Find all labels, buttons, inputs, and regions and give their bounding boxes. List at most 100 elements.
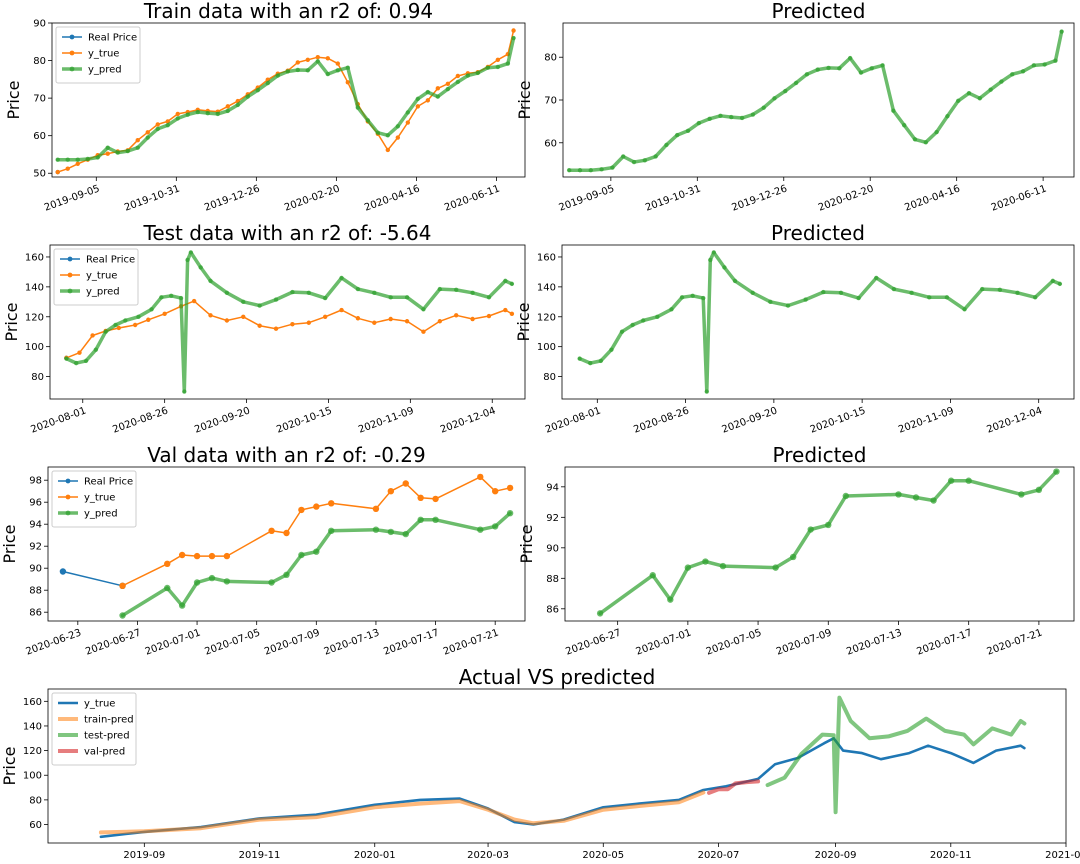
x-tick-label: 2021-01 — [1045, 850, 1080, 861]
legend-marker — [65, 494, 71, 500]
data-point — [465, 73, 471, 78]
data-point — [395, 124, 401, 129]
data-point — [290, 289, 295, 295]
series-group — [596, 468, 1060, 617]
series-group — [59, 473, 514, 619]
x-tick-label: 2020-09 — [815, 850, 857, 861]
x-tick-label: 2019-11 — [239, 850, 281, 861]
data-point — [77, 350, 82, 355]
data-point — [702, 558, 709, 565]
data-point — [265, 80, 270, 86]
data-point — [185, 112, 190, 117]
x-tick-label: 2019-10-31 — [123, 183, 181, 213]
data-point — [159, 295, 164, 300]
data-point — [205, 110, 210, 116]
legend-label: y_pred — [86, 287, 120, 298]
data-point — [339, 275, 344, 281]
series-line — [98, 790, 706, 835]
data-point — [491, 488, 499, 495]
data-point — [105, 151, 110, 156]
data-point — [193, 552, 201, 560]
data-point — [387, 488, 395, 495]
legend: Real Price y_true y_pred — [51, 470, 137, 528]
data-point — [223, 552, 231, 560]
legend-label: val-pred — [84, 747, 125, 758]
data-point — [155, 126, 160, 132]
data-point — [90, 333, 95, 338]
x-tick-label: 2020-11 — [930, 850, 972, 861]
data-point — [619, 329, 625, 334]
data-point — [388, 295, 393, 300]
legend-label: y_true — [84, 493, 115, 504]
data-point — [65, 157, 70, 162]
data-point — [283, 571, 290, 578]
y-tick-label: 60 — [544, 138, 557, 149]
data-point — [577, 167, 583, 173]
data-point — [402, 530, 409, 538]
data-point — [75, 161, 80, 167]
legend: Real Price y_true y_pred — [53, 248, 139, 306]
data-point — [1057, 281, 1063, 287]
data-point — [339, 307, 344, 313]
data-point — [947, 477, 955, 484]
y-tick-label: 100 — [537, 342, 556, 353]
data-point — [1020, 69, 1026, 74]
data-point — [208, 574, 216, 582]
data-point — [345, 65, 351, 70]
data-point — [385, 133, 391, 138]
data-point — [649, 572, 656, 579]
y-tick-label: 120 — [537, 312, 556, 323]
data-point — [182, 389, 187, 394]
data-point — [999, 79, 1004, 84]
axes-frame — [561, 244, 1075, 400]
data-point — [807, 526, 814, 533]
data-point — [322, 314, 328, 319]
data-point — [224, 318, 230, 323]
x-tick-label: 2020-07-21 — [442, 627, 500, 657]
data-point — [345, 80, 351, 85]
data-point — [405, 110, 411, 115]
data-point — [732, 278, 738, 284]
data-point — [268, 527, 275, 534]
data-point — [435, 94, 441, 99]
axes-frame — [47, 466, 526, 622]
data-point — [505, 61, 511, 66]
y-tick-label: 120 — [23, 746, 42, 757]
data-point — [415, 104, 421, 109]
data-point — [306, 320, 311, 325]
x-tick-label: 2020-10-15 — [809, 405, 867, 435]
data-point — [577, 356, 582, 361]
y-tick-label: 140 — [537, 282, 556, 293]
data-point — [495, 64, 501, 70]
data-point — [708, 257, 713, 263]
y-tick-label: 140 — [25, 282, 44, 293]
data-point — [1035, 486, 1043, 494]
data-point — [290, 322, 295, 327]
series-line — [62, 570, 124, 587]
data-point — [685, 128, 691, 133]
data-point — [224, 290, 230, 296]
series-line — [99, 736, 1026, 839]
data-point — [395, 135, 401, 140]
data-point — [785, 303, 791, 308]
axes-frame — [49, 244, 526, 400]
x-tick-label: 2019-09-05 — [558, 183, 616, 213]
data-point — [642, 158, 648, 163]
data-point — [486, 313, 492, 319]
data-point — [511, 35, 516, 41]
y-tick-label: 98 — [29, 476, 42, 487]
data-point — [598, 358, 604, 364]
y-tick-label: 92 — [546, 513, 559, 524]
data-point — [305, 57, 310, 63]
data-point — [675, 132, 680, 138]
data-point — [93, 347, 99, 352]
data-point — [455, 79, 461, 85]
data-point — [588, 167, 593, 173]
legend-label: y_pred — [84, 509, 118, 520]
data-point — [64, 356, 69, 361]
data-point — [696, 120, 702, 126]
x-tick-label: 2020-12-04 — [985, 405, 1043, 435]
y-tick-label: 160 — [23, 697, 42, 708]
data-point — [837, 66, 842, 71]
data-point — [59, 568, 67, 575]
